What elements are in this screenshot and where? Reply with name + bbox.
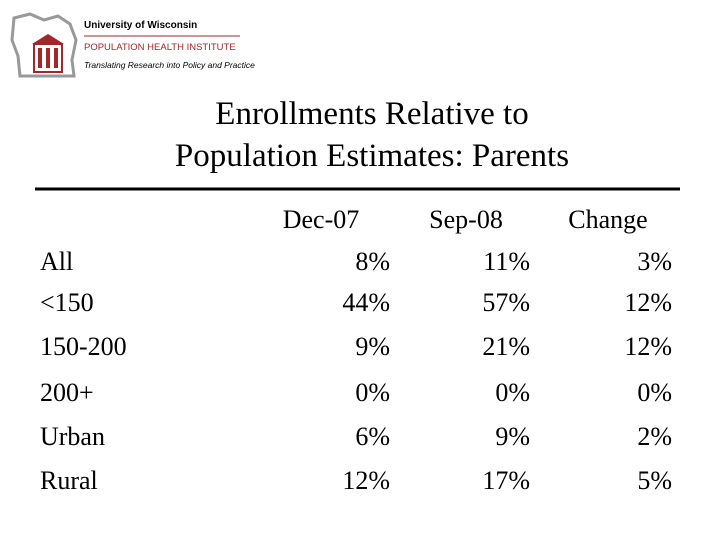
row-label: All [40,247,73,276]
cell: 9% [355,332,390,361]
cell: 17% [482,466,530,495]
logo-roof [32,34,64,44]
cell: 12% [342,466,390,495]
column-header: Sep-08 [429,205,503,234]
cell: 9% [495,422,530,451]
row-label: 200+ [40,378,94,407]
cell: 6% [355,422,390,451]
institute-name: POPULATION HEALTH INSTITUTE [84,42,236,53]
cell: 0% [495,378,530,407]
university-name: University of Wisconsin [84,20,197,31]
row-label: <150 [40,288,94,317]
cell: 57% [482,288,530,317]
cell: 0% [637,378,672,407]
cell: 8% [355,247,390,276]
row-label: Rural [40,466,98,495]
column-header: Dec-07 [283,205,360,234]
cell: 5% [637,466,672,495]
cell: 3% [637,247,672,276]
logo [10,12,78,78]
title-line: Population Estimates: Parents [175,138,569,174]
cell: 12% [624,332,672,361]
cell: 0% [355,378,390,407]
logo-outline [10,12,78,78]
cell: 11% [483,247,530,276]
cell: 12% [624,288,672,317]
row-label: Urban [40,422,105,451]
tagline: Translating Research into Policy and Pra… [84,60,255,70]
cell: 21% [482,332,530,361]
title-line: Enrollments Relative to [215,96,528,132]
cell: 44% [342,288,390,317]
table: Dec-07 Sep-08 Change All 8% 11% 3% <150 44% 57% 12… [40,205,672,495]
logo-column [38,48,42,68]
logo-column [54,48,58,68]
column-header: Change [568,205,647,234]
cell: 2% [637,422,672,451]
row-label: 150-200 [40,332,127,361]
logo-column [46,48,50,68]
